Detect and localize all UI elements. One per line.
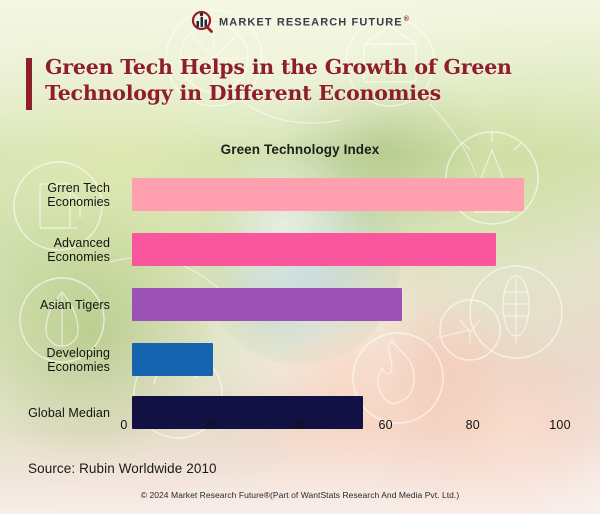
background-bottom-wash	[0, 431, 600, 514]
source-note: Source: Rubin Worldwide 2010	[28, 461, 217, 476]
chart-category-label: Advanced Economies	[47, 235, 110, 264]
chart-category-label: Asian Tigers	[40, 297, 110, 312]
brand-logo-label: MARKET RESEARCH FUTURE	[219, 16, 403, 29]
chart-bar-row: Global Median	[0, 396, 600, 429]
chart-bar	[132, 343, 213, 376]
chart-bar	[132, 233, 497, 266]
page-title: Green Tech Helps in the Growth of Green …	[45, 55, 512, 105]
bar-chart-magnifier-icon	[191, 10, 213, 33]
bar-chart: Green Technology Index Grren Tech Econom…	[0, 142, 600, 452]
brand-logo: MARKET RESEARCH FUTURE®	[0, 10, 600, 34]
brand-logo-text: MARKET RESEARCH FUTURE®	[219, 16, 410, 29]
chart-title: Green Technology Index	[220, 142, 380, 157]
chart-bar-row: Grren Tech Economies	[0, 178, 600, 211]
chart-bar-row: Asian Tigers	[0, 288, 600, 321]
chart-bar	[132, 178, 525, 211]
chart-x-tick-label: 0	[120, 418, 128, 432]
chart-bar	[132, 396, 364, 429]
headline-block: Green Tech Helps in the Growth of Green …	[26, 55, 570, 110]
chart-x-tick-label: 60	[378, 418, 393, 432]
chart-plot-area: Grren Tech Economies Advanced Economies As…	[0, 166, 600, 429]
headline-accent-bar	[26, 58, 32, 110]
chart-bar	[132, 288, 403, 321]
chart-x-tick-label: 80	[465, 418, 480, 432]
chart-bar-row: Developing Economies	[0, 343, 600, 376]
brand-registered-mark: ®	[403, 15, 410, 23]
chart-x-tick-label: 20	[204, 418, 219, 432]
chart-category-label: Grren Tech Economies	[47, 180, 110, 209]
chart-x-tick-label: 40	[291, 418, 306, 432]
chart-category-label: Developing Economies	[46, 345, 110, 374]
chart-x-tick-label: 100	[549, 418, 571, 432]
chart-x-axis: 0 20 40 60 80 100	[0, 418, 600, 444]
copyright-note: © 2024 Market Research Future®(Part of W…	[140, 490, 460, 500]
chart-bar-row: Advanced Economies	[0, 233, 600, 266]
chart-category-label: Global Median	[28, 405, 110, 420]
background-top-wash	[0, 0, 600, 155]
